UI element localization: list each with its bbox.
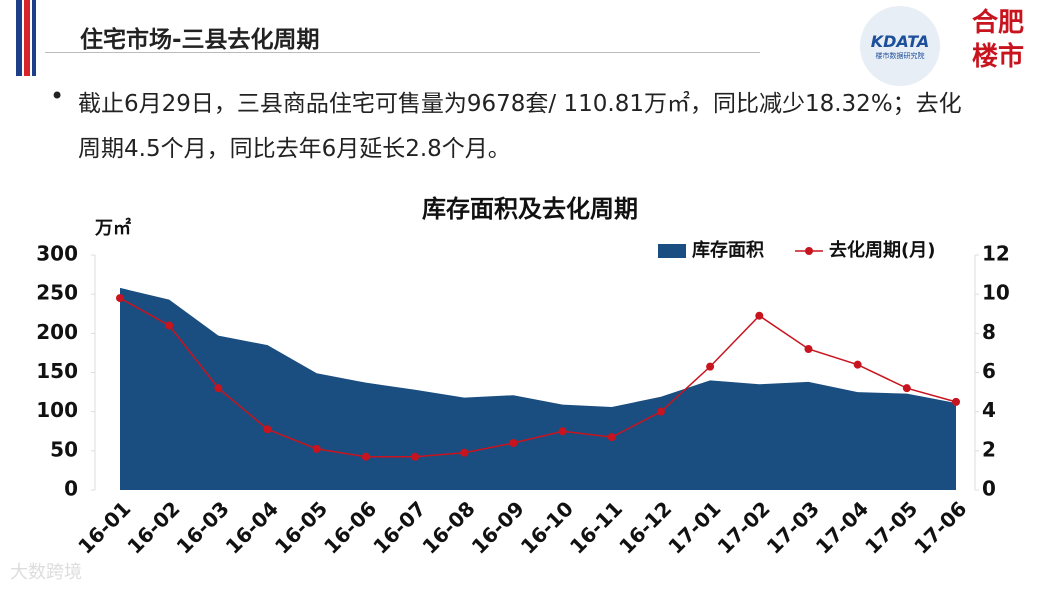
x-tick-label: 16-09 [467, 496, 529, 558]
chart-title: 库存面积及去化周期 [422, 195, 638, 223]
x-tick-label: 17-03 [762, 496, 824, 558]
bullet-text: 截止6月29日，三县商品住宅可售量为9678套/ 110.81万㎡，同比减少18… [78, 91, 962, 162]
marker [312, 444, 321, 453]
header-rule [45, 52, 760, 53]
logo-local: 合肥楼市 [971, 8, 1024, 72]
stripe [32, 0, 36, 76]
y2-tick-label: 6 [982, 359, 996, 383]
x-tick-label: 17-06 [909, 496, 971, 558]
marker [853, 360, 862, 369]
marker [952, 397, 960, 406]
area [120, 287, 956, 490]
legend-label: 去化周期(月) [829, 239, 935, 261]
logo-text: KDATA [870, 32, 930, 51]
marker [755, 311, 764, 320]
marker [509, 439, 518, 447]
logo-sub: 楼市数据研究院 [875, 52, 925, 60]
x-tick-label: 16-02 [122, 496, 184, 558]
y-tick-label: 50 [50, 437, 78, 461]
x-tick-label: 17-01 [663, 496, 725, 558]
marker [460, 448, 469, 457]
y-tick-label: 200 [36, 320, 78, 344]
marker [361, 452, 370, 461]
marker [656, 407, 665, 416]
marker [214, 384, 223, 393]
x-tick-label: 16-04 [221, 496, 283, 558]
x-tick-label: 16-10 [516, 496, 578, 558]
x-tick-label: 16-01 [73, 496, 135, 558]
legend-swatch [658, 244, 686, 258]
y2-tick-label: 4 [982, 398, 996, 422]
marker [706, 362, 715, 371]
stripe [16, 0, 22, 76]
x-tick-label: 16-08 [417, 496, 479, 558]
y2-tick-label: 10 [982, 281, 1010, 305]
logo-kdata: KDATA 楼市数据研究院 [860, 6, 940, 86]
marker [902, 384, 911, 393]
y-tick-label: 300 [36, 242, 78, 266]
y2-tick-label: 2 [982, 437, 996, 461]
header-title: 住宅市场-三县去化周期 [80, 27, 320, 53]
marker [411, 452, 420, 461]
x-tick-label: 16-03 [172, 496, 234, 558]
marker [558, 427, 567, 436]
x-tick-label: 17-05 [860, 496, 922, 558]
y2-tick-label: 0 [982, 477, 996, 501]
x-tick-label: 16-07 [368, 496, 430, 558]
watermark: 大数跨境 [10, 562, 82, 583]
y-tick-label: 150 [36, 359, 78, 383]
y-tick-label: 100 [36, 398, 78, 422]
line [119, 297, 957, 458]
x-tick-label: 16-05 [270, 496, 332, 558]
x-tick-label: 16-12 [614, 496, 676, 558]
x-tick-label: 17-02 [713, 496, 775, 558]
y2-tick-label: 8 [982, 320, 996, 344]
legend-label: 库存面积 [692, 239, 764, 261]
x-tick-label: 16-06 [319, 496, 381, 558]
x-tick-label: 17-04 [811, 496, 873, 558]
x-tick-label: 16-11 [565, 496, 627, 558]
marker [804, 345, 813, 353]
stripe [24, 0, 30, 76]
marker [607, 433, 616, 442]
y2-tick-label: 12 [982, 242, 1010, 266]
marker [263, 425, 272, 434]
bullet-dot: • [50, 82, 65, 110]
y-tick-label: 0 [64, 477, 78, 501]
y-axis-label: 万㎡ [94, 217, 131, 239]
y-tick-label: 250 [36, 281, 78, 305]
legend-swatch [805, 247, 813, 255]
marker [165, 321, 174, 330]
marker [116, 294, 124, 303]
